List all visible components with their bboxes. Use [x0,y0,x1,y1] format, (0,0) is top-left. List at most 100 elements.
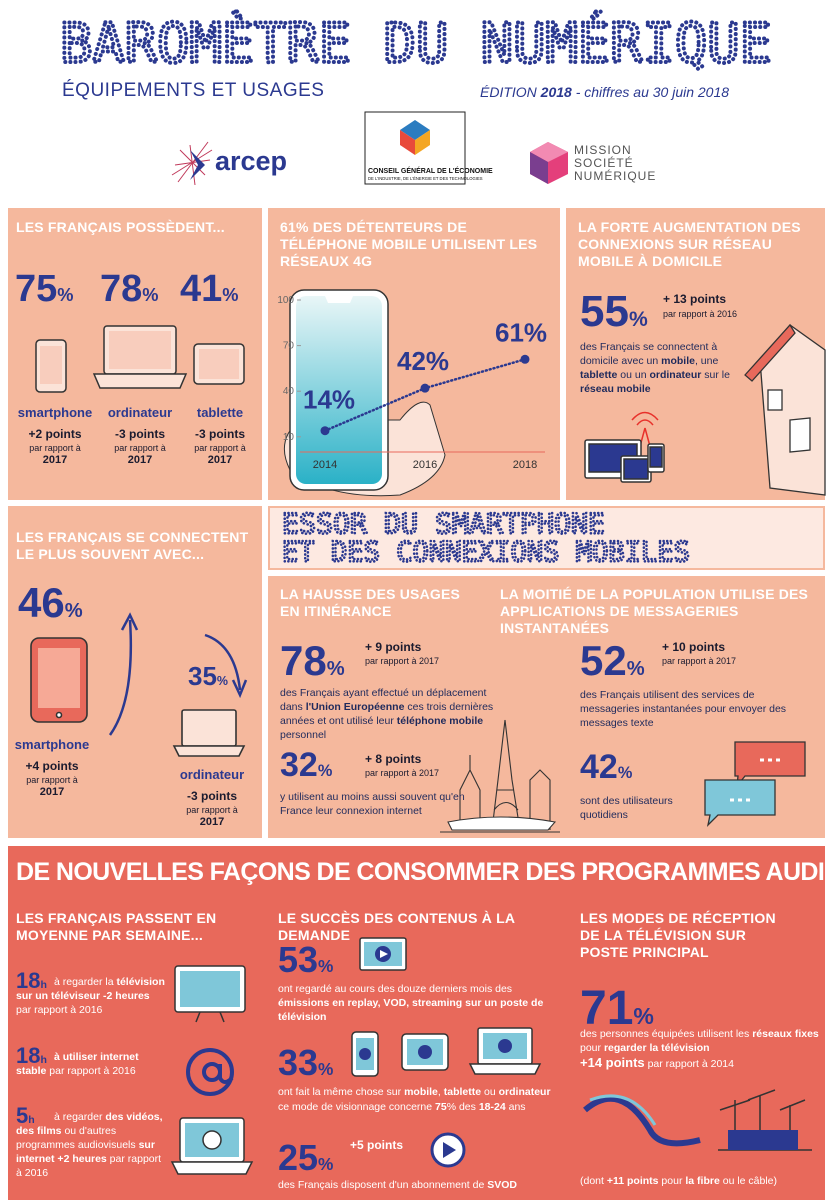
stat-unit: % [626,658,645,680]
stat-number: 32 [280,746,318,784]
stat-value: 18h [16,970,47,992]
device-label: smartphone [14,737,90,752]
stat-unit: % [317,762,333,780]
device-icons-part [204,633,242,691]
text-segment: +2 heures [54,1153,107,1165]
text-segment: ordinateur [498,1086,551,1098]
stat-value: 42% [580,750,632,784]
text-segment: 2018 [540,84,572,100]
device-icons-part [199,349,239,379]
device-icons-part [55,711,63,719]
text-segment: réseau mobile [580,383,651,395]
change: +14 points [580,1055,645,1070]
media-icons-part [589,1094,657,1126]
text-segment: des Français se connectent à domicile av… [580,341,718,367]
text-segment: réseaux fixes [752,1028,819,1040]
cge-logo [364,111,466,185]
device-label: smartphone [17,405,93,420]
text-segment: tablette [443,1086,482,1098]
banner-line: ESSOR DU SMARTPHONE [282,507,605,540]
data-point [420,383,430,393]
reference: par rapport à [26,775,78,785]
skyline-illustration-part [529,769,551,830]
stat-number: 41 [180,268,223,310]
paragraph: ont fait la même chose sur mobile, table… [278,1085,558,1099]
text-segment: (dont [580,1175,607,1187]
reference-year: 2017 [39,786,65,798]
device-icons-part [231,679,248,699]
text-segment: ou un [617,369,650,381]
text-segment: des Français disposent d'un abonnement d… [278,1179,488,1191]
skyline-illustration-part [459,755,481,830]
stat-value: 41% [180,270,239,308]
reference-year: 2017 [42,454,68,466]
reference: par rapport à 2017 [662,656,737,666]
device-icons-part [40,346,62,384]
skyline-illustration-part [447,816,557,831]
stat-unit: % [617,764,633,782]
text-segment: SVOD [487,1179,517,1191]
text-segment: , une [694,355,719,367]
section-title: LES MODES DE RÉCEPTION DE LA TÉLÉVISION … [580,910,776,960]
text-segment: ou d'autres programmes audiovisuels [16,1125,139,1151]
skyline-illustration-part [491,719,521,831]
stat-value: 71% [580,985,654,1033]
paragraph: à regarder la télévision sur un télévise… [16,975,166,1017]
change: + 13 points [663,292,727,306]
msn-logo-part [530,152,548,184]
paragraph: ce mode de visionnage concerne 75% des 1… [278,1100,558,1114]
stat-value: 32% [280,748,332,782]
device-icons-part [649,446,663,468]
section-title: LES FRANÇAIS SE CONNECTENT LE PLUS SOUVE… [16,529,249,562]
paragraph: des Français ayant effectué un déplaceme… [280,686,510,742]
stat-number: 33 [278,1042,319,1083]
data-point [520,354,530,364]
text-segment: ou [481,1086,499,1098]
msn-logo-part [530,142,568,162]
text-segment: mobile [661,355,695,367]
text-segment: des Français ayant effectué un déplaceme… [280,687,487,713]
text-segment: ont fait la même chose sur [278,1086,405,1098]
chat-bubbles-part [704,779,776,827]
stat-unit: % [318,956,334,976]
device-icons [30,612,248,757]
section-title: DE NOUVELLES FAÇONS DE CONSOMMER DES PRO… [16,858,833,886]
device-icons-part [92,373,188,389]
media-icons-part [180,971,240,1007]
reference-year: 2017 [207,454,233,466]
stat-unit: % [64,600,83,622]
media-icons-part [170,1161,254,1175]
device-label: ordinateur [107,405,173,420]
reference: par rapport à 2017 [365,656,440,666]
text-segment: par rapport à 2016 [16,1153,162,1179]
paragraph: y utilisent au moins aussi souvent qu'en… [280,790,470,818]
stat-value: 5h [16,1105,35,1127]
stat-value: 55% [580,290,648,334]
text-segment: la fibre [685,1175,720,1187]
paragraph: sont des utilisateurs quotidiens [580,794,690,822]
media-icons-part [195,1011,225,1023]
text-segment: à utiliser internet stable [16,1051,139,1077]
text-segment: ÉDITION [480,84,541,100]
y-tick-label: 70 [283,341,295,352]
stat-number: 25 [278,1137,319,1178]
device-icons-part [38,648,80,708]
media-icons-part [728,1130,798,1150]
stat-value: 25% [278,1140,333,1176]
logo-text: NUMÉRIQUE [574,169,657,183]
house-icon-part [789,417,811,453]
change: -3 points [115,427,165,441]
stat-unit: h [40,979,47,991]
device-icons-part [109,331,171,369]
arcep-logo [171,141,213,186]
device-label: tablette [196,405,244,420]
stat-number: 78 [100,268,143,310]
device-icons-part [120,612,139,631]
x-tick-label: 2014 [313,459,337,471]
logo-text: CONSEIL GÉNÉRAL DE L'ÉCONOMIE [368,168,493,175]
house-icon-part [744,323,796,382]
chat-bubbles-part [730,758,780,802]
stat-unit: % [57,284,74,305]
paragraph: à regarder des vidéos, des films ou d'au… [16,1110,166,1180]
